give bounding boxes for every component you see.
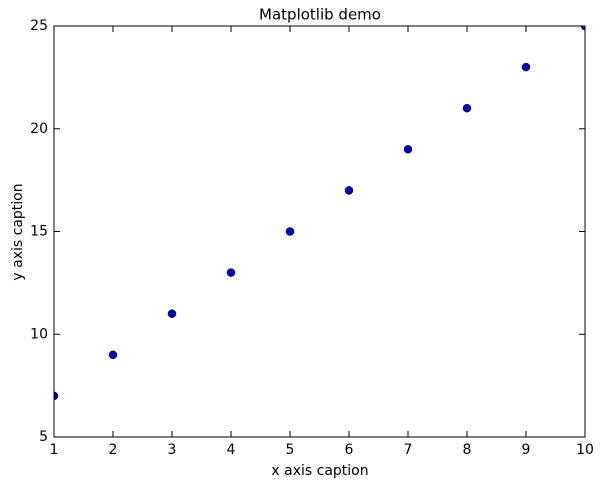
y-tick-label: 15	[30, 224, 48, 240]
x-axis-label: x axis caption	[271, 463, 368, 479]
x-tick-label: 7	[404, 442, 413, 458]
x-tick-label: 4	[227, 442, 236, 458]
scatter-point	[285, 227, 295, 236]
scatter-point	[521, 62, 531, 72]
x-tick-label: 10	[576, 442, 594, 458]
scatter-point	[403, 145, 413, 154]
plot-area	[54, 26, 585, 401]
y-tick-label: 5	[39, 429, 48, 445]
chart-title: Matplotlib demo	[259, 6, 381, 24]
scatter-point	[344, 186, 354, 195]
scatter-point	[580, 26, 585, 31]
y-tick-label: 10	[30, 326, 48, 342]
x-tick-label: 6	[345, 442, 354, 458]
y-axis-label: y axis caption	[10, 183, 26, 280]
scatter-point	[108, 350, 118, 360]
y-tick-label: 20	[30, 121, 48, 137]
scatter-point	[226, 268, 236, 277]
plot-frame	[53, 25, 586, 438]
scatter-point	[462, 103, 472, 113]
y-tick-label: 25	[30, 18, 48, 34]
x-tick-label: 8	[463, 442, 472, 458]
x-tick-label: 2	[109, 442, 118, 458]
x-tick-label: 3	[168, 442, 177, 458]
scatter-point	[54, 391, 59, 401]
x-tick-label: 5	[286, 442, 295, 458]
scatter-point	[167, 309, 177, 318]
x-tick-label: 1	[50, 442, 59, 458]
x-tick-label: 9	[522, 442, 531, 458]
